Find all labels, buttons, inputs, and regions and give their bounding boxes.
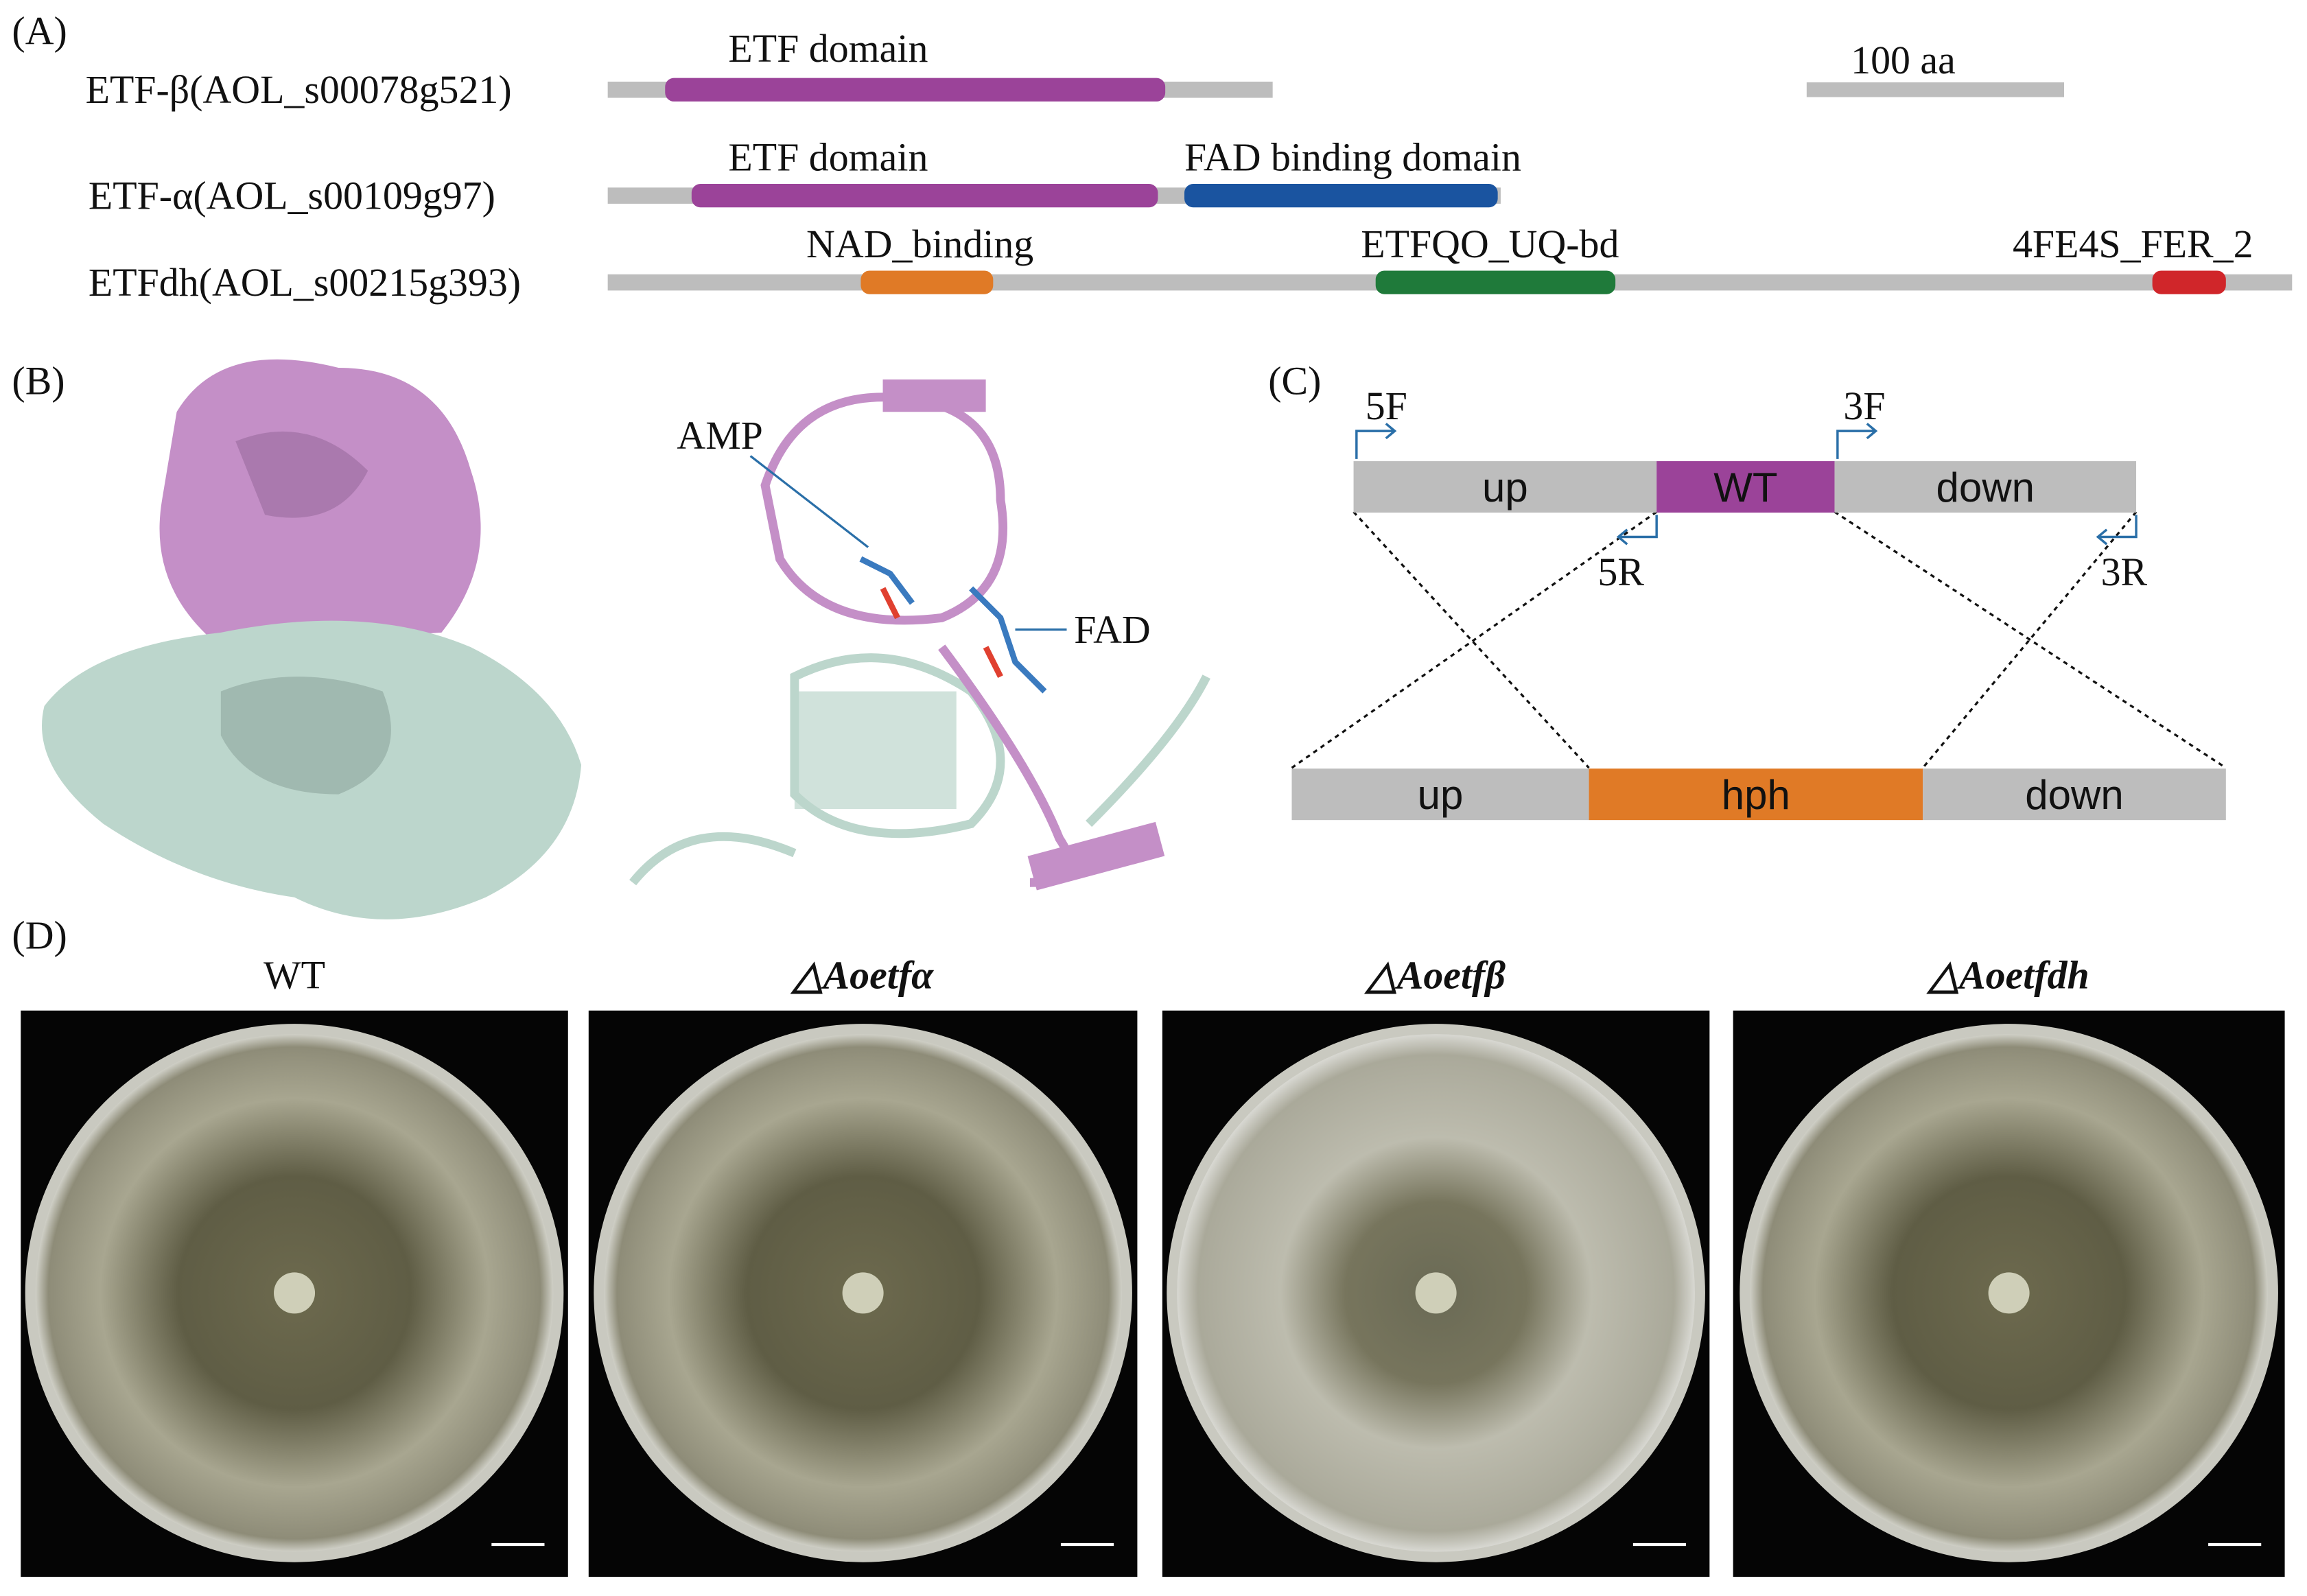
bar (1184, 183, 1498, 208)
bar (1353, 461, 1657, 513)
bar (1291, 768, 1589, 821)
bar (1806, 82, 2064, 97)
protein-name: ETF-α(AOL_s00109g97) (89, 173, 495, 218)
domain-label: FAD binding domain (1184, 135, 1521, 180)
primer-arrow (1355, 423, 1397, 459)
panel-label: (B) (12, 359, 65, 403)
protein-name: ETF-β(AOL_s00078g521) (86, 67, 512, 112)
bar (860, 270, 994, 294)
segment-label: down (2025, 772, 2123, 818)
bar (691, 183, 1158, 208)
surface-model (42, 359, 582, 919)
bar (2152, 270, 2226, 294)
panel-label: (A) (12, 8, 67, 53)
panel-label: (C) (1268, 359, 1321, 403)
panel-label: (D) (12, 913, 67, 958)
domain-label: 4FE4S_FER_2 (2013, 222, 2253, 266)
segment-label: up (1482, 465, 1528, 511)
domain-label: NAD_binding (806, 222, 1033, 266)
strain-label: WT (264, 953, 325, 998)
domain-label: ETF domain (728, 135, 928, 180)
annotation: FAD (1074, 607, 1150, 652)
strain-label: △Aoetfdh (1925, 953, 2089, 998)
strain-label: △Aoetfβ (1363, 953, 1506, 998)
annotation: AMP (677, 413, 762, 458)
primer-arrow (2096, 515, 2138, 545)
bar (1834, 461, 2137, 513)
primer-label: 3R (2101, 550, 2148, 594)
segment-label: WT (1713, 465, 1777, 511)
bar (1589, 768, 1923, 821)
bar (665, 78, 1166, 102)
inoculum (274, 1272, 316, 1314)
scale-label: 100 aa (1851, 38, 1956, 82)
inoculum (1415, 1272, 1457, 1314)
primer-label: 5R (1597, 550, 1644, 594)
bar (1923, 768, 2226, 821)
primer-label: 3F (1843, 384, 1885, 428)
primer-arrow (1836, 423, 1878, 459)
bar (1656, 461, 1835, 513)
inoculum (842, 1272, 884, 1314)
cartoon-model (629, 379, 1210, 891)
segment-label: hph (1722, 772, 1790, 818)
crossover-lines (1291, 511, 2227, 769)
segment-label: up (1418, 772, 1464, 818)
strain-label: △Aoetfα (790, 953, 934, 998)
protein-name: ETFdh(AOL_s00215g393) (89, 260, 521, 305)
segment-label: down (1936, 465, 2035, 511)
primer-arrow (1616, 515, 1658, 545)
bar (1375, 270, 1616, 294)
domain-label: ETF domain (728, 26, 928, 71)
domain-label: ETFQO_UQ-bd (1361, 222, 1619, 266)
primer-label: 5F (1366, 384, 1407, 428)
inoculum (1988, 1272, 2030, 1314)
